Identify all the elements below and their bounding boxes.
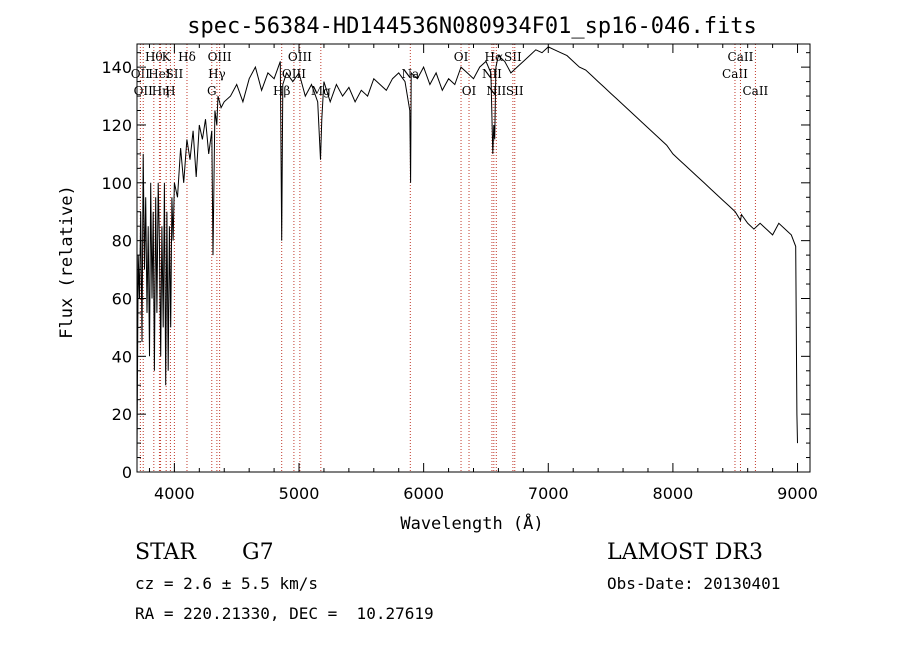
- flux-series-line: [136, 46, 798, 458]
- x-tick-label: 7000: [528, 484, 569, 503]
- x-axis-label: Wavelength (Å): [400, 512, 543, 534]
- coordinates: RA = 220.21330, DEC = 10.27619: [135, 604, 434, 623]
- y-tick-label: 140: [101, 58, 132, 77]
- line-marker-label: Na: [401, 67, 419, 81]
- redshift-cz: cz = 2.6 ± 5.5 km/s: [135, 574, 319, 593]
- spectrum-plot: spec-56384-HD144536N080934F01_sp16-046.f…: [57, 14, 818, 534]
- subclass: G7: [242, 540, 274, 565]
- line-marker-label: CaII: [722, 67, 748, 81]
- line-marker-label: CaII: [728, 50, 754, 64]
- line-markers: OIIOIIHθHeIHηKHSIIHδGHγOIIIHβOIIIOIIIMgN…: [131, 44, 769, 472]
- plot-frame: [136, 43, 811, 473]
- line-marker-label: HeI: [148, 67, 171, 81]
- y-tick-label: 20: [112, 405, 132, 424]
- object-class: STAR: [135, 540, 196, 565]
- observation-date: Obs-Date: 20130401: [607, 574, 781, 593]
- line-marker-label: SII: [504, 50, 522, 64]
- y-tick-label: 60: [112, 289, 132, 308]
- line-marker-label: K: [162, 50, 172, 64]
- line-marker-label: OIII: [288, 50, 312, 64]
- survey-name: LAMOST DR3: [607, 540, 763, 565]
- line-marker-label: Hη: [152, 84, 170, 98]
- y-tick-label: 40: [112, 347, 132, 366]
- line-marker-label: H: [165, 84, 175, 98]
- line-marker-label: G: [207, 84, 217, 98]
- line-marker-label: Hθ: [145, 50, 163, 64]
- y-axis-label: Flux (relative): [57, 185, 77, 339]
- line-marker-label: OI: [462, 84, 477, 98]
- line-marker-label: CaII: [742, 84, 768, 98]
- line-marker-label: SII: [166, 67, 184, 81]
- line-marker-label: SII: [506, 84, 524, 98]
- line-marker-label: NII: [482, 67, 502, 81]
- x-tick-label: 4000: [154, 484, 195, 503]
- y-tick-label: 80: [112, 232, 132, 251]
- line-marker-label: OII: [131, 67, 151, 81]
- line-marker-label: Hβ: [273, 84, 290, 98]
- line-marker-label: OI: [454, 50, 469, 64]
- chart-title: spec-56384-HD144536N080934F01_sp16-046.f…: [187, 14, 757, 39]
- x-tick-label: 6000: [403, 484, 444, 503]
- y-axis-ticks: 0 20 40 60 80 100 120 140: [101, 52, 810, 482]
- x-tick-label: 8000: [653, 484, 694, 503]
- line-marker-label: Hγ: [208, 67, 226, 81]
- y-tick-label: 120: [101, 116, 132, 135]
- line-marker-label: OIII: [282, 67, 306, 81]
- line-marker-label: OII: [134, 84, 154, 98]
- line-marker-label: Hα: [485, 50, 504, 64]
- x-tick-label: 9000: [777, 484, 818, 503]
- y-tick-label: 100: [101, 174, 132, 193]
- line-marker-label: OIII: [208, 50, 232, 64]
- y-tick-label: 0: [122, 463, 132, 482]
- x-tick-label: 5000: [279, 484, 320, 503]
- x-axis-ticks: 4000 5000 6000 7000 8000 9000: [148, 44, 818, 503]
- line-marker-label: Hδ: [178, 50, 196, 64]
- line-marker-label: NII: [486, 84, 506, 98]
